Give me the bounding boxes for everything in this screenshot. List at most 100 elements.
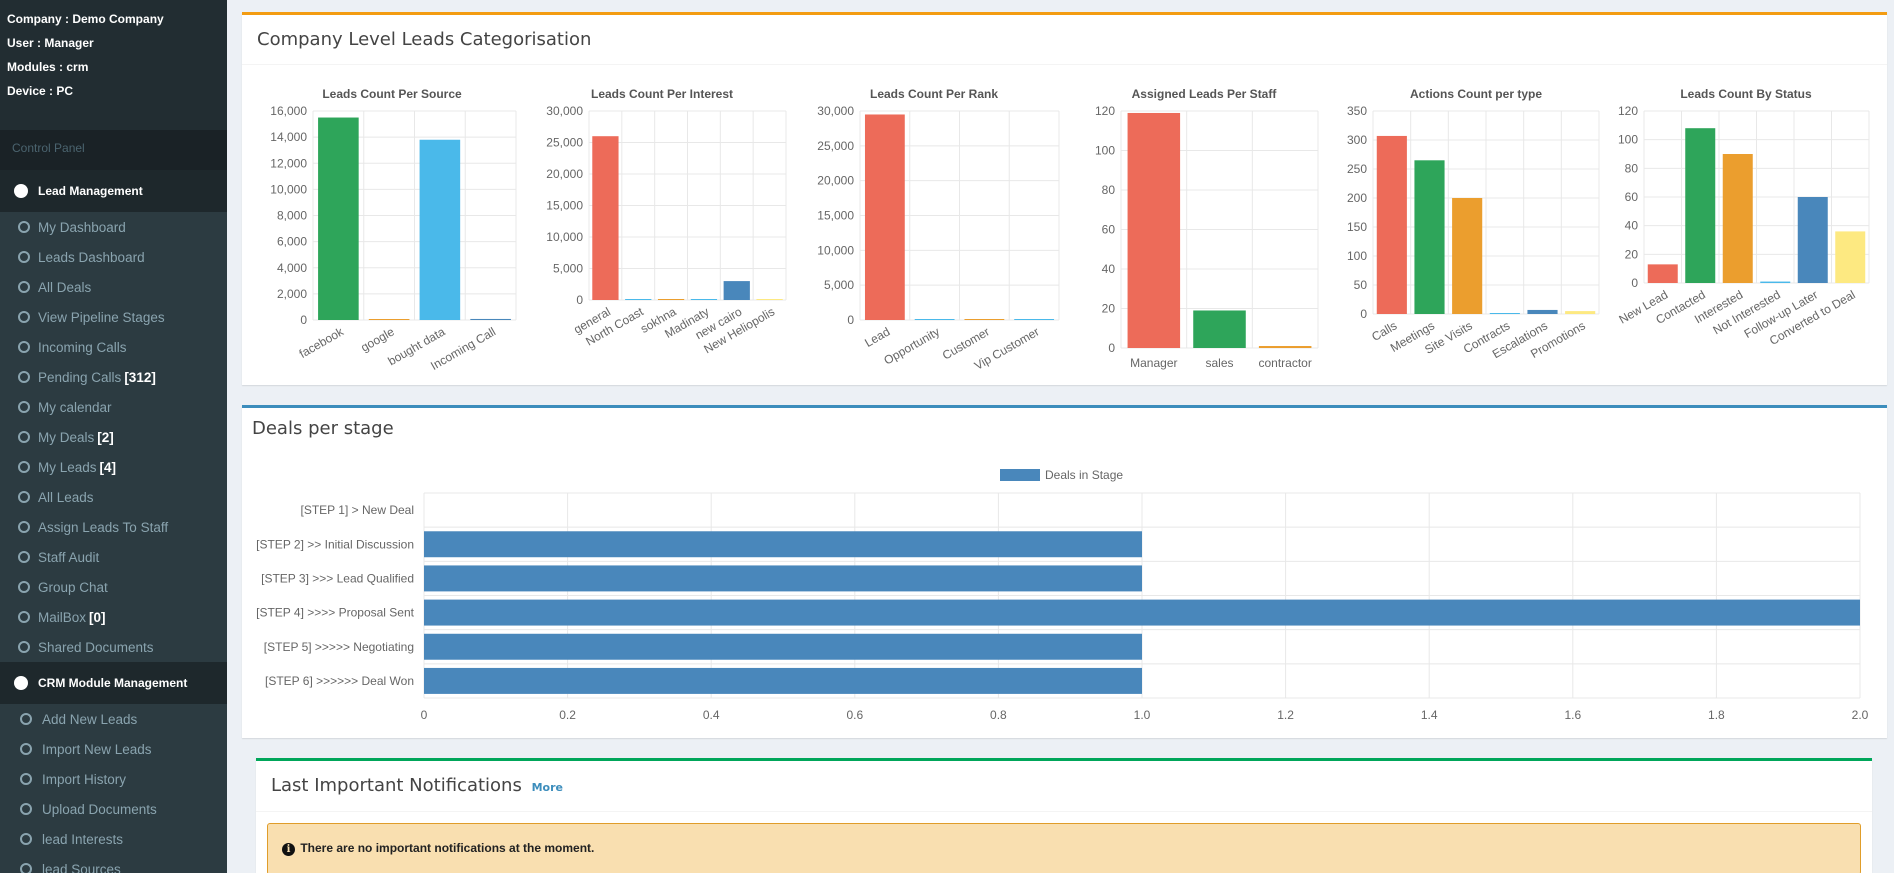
bar: [1565, 311, 1596, 314]
info-label: User :: [7, 36, 45, 50]
sidebar-item-shared-documents[interactable]: Shared Documents: [0, 632, 227, 662]
y-tick-label: 350: [1347, 104, 1367, 118]
circle-outline-icon: [20, 833, 32, 845]
y-tick-label: 100: [1618, 133, 1638, 147]
bar: [1685, 128, 1716, 283]
sidebar-item-mailbox[interactable]: MailBox [0]: [0, 602, 227, 632]
sidebar-item-staff-audit[interactable]: Staff Audit: [0, 542, 227, 572]
y-tick-label: 60: [1102, 223, 1116, 237]
sidebar-item-assign-leads-to-staff[interactable]: Assign Leads To Staff: [0, 512, 227, 542]
y-tick-label: 16,000: [270, 104, 307, 118]
leads-categorisation-box: Company Level Leads Categorisation Leads…: [242, 12, 1887, 385]
notifications-title: Last Important Notifications: [271, 775, 522, 796]
count-badge: [0]: [89, 609, 106, 625]
bar: [690, 299, 718, 300]
y-tick-label: 12,000: [270, 156, 307, 170]
sidebar-item-lead-interests[interactable]: lead Interests: [0, 824, 227, 854]
x-tick-label: google: [358, 324, 396, 354]
sidebar-item-import-new-leads[interactable]: Import New Leads: [0, 734, 227, 764]
x-tick-label: 0.8: [990, 708, 1007, 722]
sidebar-item-label: lead Interests: [42, 831, 124, 847]
info-icon: i: [282, 843, 295, 856]
sidebar-section-crm-module-management[interactable]: CRM Module Management: [0, 662, 227, 704]
circle-outline-icon: [18, 401, 30, 413]
sidebar-item-label: Incoming Calls: [38, 339, 127, 355]
sidebar-item-upload-documents[interactable]: Upload Documents: [0, 794, 227, 824]
bar: [723, 281, 750, 300]
sidebar-item-my-calendar[interactable]: My calendar: [0, 392, 227, 422]
bar: [470, 318, 511, 320]
sidebar-item-my-leads[interactable]: My Leads [4]: [0, 452, 227, 482]
y-tick-label: 80: [1102, 183, 1116, 197]
sidebar-item-incoming-calls[interactable]: Incoming Calls: [0, 332, 227, 362]
info-label: Device :: [7, 84, 57, 98]
info-company: Company : Demo Company: [7, 10, 227, 34]
chart-title: Leads Count Per Rank: [870, 87, 998, 101]
info-value: Demo Company: [72, 12, 164, 26]
y-tick-label: 10,000: [817, 243, 854, 257]
y-tick-label: [STEP 6] >>>>>> Deal Won: [265, 674, 414, 688]
x-tick-label: 1.8: [1708, 708, 1725, 722]
circle-outline-icon: [18, 341, 30, 353]
sidebar-item-label: Staff Audit: [38, 549, 100, 565]
chart-leads-count-per-source: Leads Count Per Source 0 2,000 4,000 6,000 8,…: [270, 87, 517, 373]
sidebar-item-leads-dashboard[interactable]: Leads Dashboard: [0, 242, 227, 272]
y-tick-label: 40: [1102, 262, 1116, 276]
sidebar-item-group-chat[interactable]: Group Chat: [0, 572, 227, 602]
y-tick-label: 50: [1354, 278, 1368, 292]
count-badge: [4]: [99, 459, 117, 475]
user-info-panel: Company : Demo Company User : Manager Modu…: [0, 0, 227, 130]
notification-message: There are no important notifications at …: [300, 841, 595, 855]
y-tick-label: 4,000: [277, 261, 307, 275]
chart-title: Leads Count By Status: [1680, 87, 1812, 101]
sidebar-item-label: View Pipeline Stages: [38, 309, 165, 325]
y-tick-label: 150: [1347, 220, 1367, 234]
bar: [1760, 281, 1791, 283]
circle-icon: [14, 184, 28, 198]
sidebar-item-all-leads[interactable]: All Leads: [0, 482, 227, 512]
y-tick-label: [STEP 5] >>>>> Negotiating: [264, 640, 414, 654]
sidebar-item-all-deals[interactable]: All Deals: [0, 272, 227, 302]
bar: [1647, 264, 1678, 283]
y-tick-label: [STEP 2] >> Initial Discussion: [256, 537, 414, 551]
y-tick-label: 250: [1347, 162, 1367, 176]
count-badge: [2]: [97, 429, 114, 445]
x-tick-label: 1.4: [1421, 708, 1438, 722]
x-tick-label: sales: [1205, 356, 1233, 370]
info-value: Manager: [44, 36, 94, 50]
bar: [592, 136, 619, 300]
bar: [1835, 231, 1866, 283]
sidebar-item-label: Assign Leads To Staff: [38, 519, 169, 535]
chart-leads-count-per-interest: Leads Count Per Interest 0 5,000 10,000 15,0…: [546, 87, 787, 356]
sidebar-item-label: Add New Leads: [42, 711, 138, 727]
x-tick-label: 1.6: [1564, 708, 1581, 722]
deals-chart: Deals in Stage 0 0.2 0.4 0.6 0.8 1.0 1.2 1.4 1.6 1…: [256, 468, 1869, 722]
x-tick-label: Opportunity: [881, 324, 942, 367]
more-link[interactable]: More: [531, 781, 563, 794]
sidebar-item-my-deals[interactable]: My Deals [2]: [0, 422, 227, 452]
y-tick-label: 20,000: [546, 167, 583, 181]
chart-title: Leads Count Per Interest: [591, 87, 733, 101]
circle-outline-icon: [18, 461, 30, 473]
sidebar-item-lead-sources[interactable]: lead Sources: [0, 854, 227, 873]
chart-title: Leads Count Per Source: [322, 87, 462, 101]
sidebar-section-lead-management[interactable]: Lead Management: [0, 170, 227, 212]
x-tick-label: 2.0: [1852, 708, 1869, 722]
x-tick-label: 0: [421, 708, 428, 722]
y-tick-label: 5,000: [553, 262, 583, 276]
circle-outline-icon: [18, 281, 30, 293]
sidebar-item-label: Import History: [42, 771, 127, 787]
y-tick-label: 100: [1347, 249, 1367, 263]
legend-label: Deals in Stage: [1045, 468, 1123, 482]
x-tick-label: 1.2: [1277, 708, 1294, 722]
sidebar-item-my-dashboard[interactable]: My Dashboard: [0, 212, 227, 242]
y-tick-label: 20: [1625, 247, 1639, 261]
sidebar-item-add-new-leads[interactable]: Add New Leads: [0, 704, 227, 734]
sidebar-item-view-pipeline-stages[interactable]: View Pipeline Stages: [0, 302, 227, 332]
sidebar-item-label: Leads Dashboard: [38, 249, 145, 265]
y-tick-label: 10,000: [270, 182, 307, 196]
sidebar-item-pending-calls[interactable]: Pending Calls [312]: [0, 362, 227, 392]
info-modules: Modules : crm: [7, 58, 227, 82]
sidebar-item-import-history[interactable]: Import History: [0, 764, 227, 794]
y-tick-label: 20,000: [817, 174, 854, 188]
